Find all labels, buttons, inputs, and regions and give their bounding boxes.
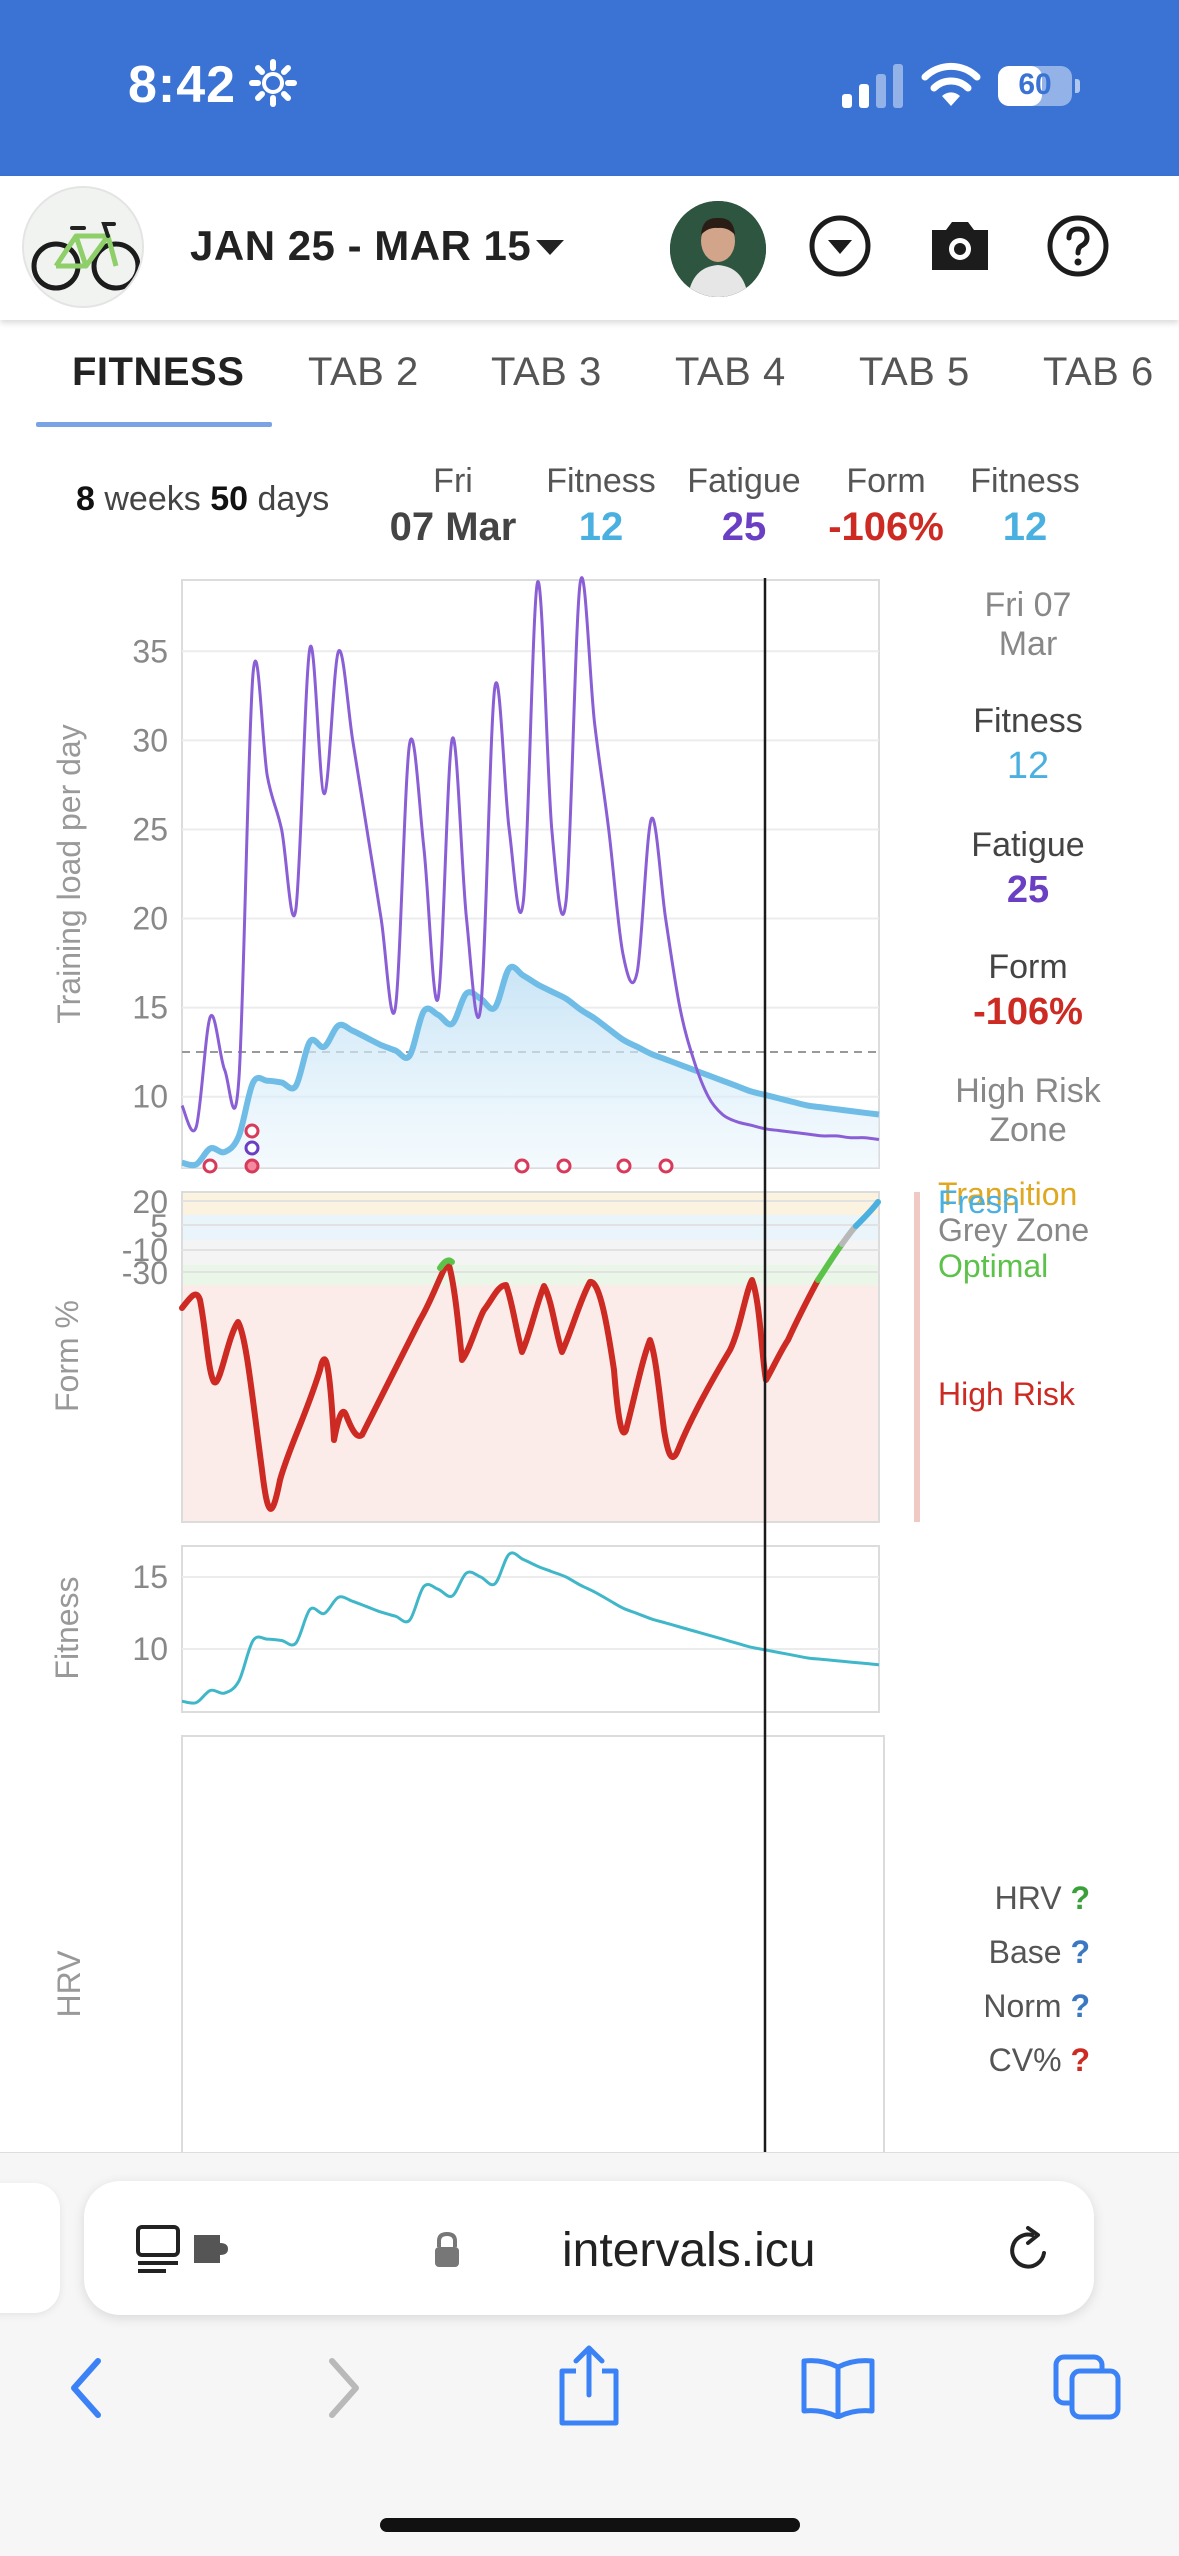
fitness-chart[interactable]: 10 15 20 25 30 35 Training load per day 20 5 … [0,560,1179,2152]
y-tick-label: 15 [132,990,168,1026]
summary-form: Form -106% [828,462,944,549]
zone-optimal-label: Optimal [938,1248,1049,1284]
home-indicator[interactable] [380,2518,800,2532]
url-text[interactable]: intervals.icu [562,2224,816,2277]
y-tick-label: 20 [132,901,168,937]
tab-2[interactable]: TAB 2 [308,350,419,394]
y-tick-label: 35 [132,633,168,669]
fitness-panel [181,1545,880,1713]
legend-risk-zone: High Risk Zone [955,1072,1101,1149]
form-optimal-segment [437,1257,455,1271]
hrv-panel [181,1735,885,2152]
gear-icon [249,59,297,107]
form-optimal-segment [815,1241,845,1283]
help-icon[interactable] [1044,212,1112,280]
fatigue-line [180,576,880,1141]
battery-icon: 60 [998,66,1080,106]
zone-high-risk-label: High Risk [938,1376,1075,1412]
svg-text:-30: -30 [122,1255,168,1291]
legend-cv: CV% ? [988,2042,1090,2078]
activity-marker[interactable] [616,1158,632,1174]
avatar[interactable] [670,201,766,297]
reload-icon[interactable] [1004,2225,1052,2275]
activity-marker[interactable] [556,1158,572,1174]
svg-text:-10: -10 [122,1232,168,1268]
hrv-axis-label: HRV [51,1950,87,2018]
fitness-area [182,966,879,1168]
y-tick-label: 30 [132,722,168,758]
cellular-signal-icon [842,64,903,108]
activity-marker[interactable] [244,1123,260,1139]
bicycle-icon [31,222,141,291]
browser-toolbar: intervals.icu [0,2152,1179,2556]
period-length: 8 weeks 50 days [76,480,330,518]
svg-text:20: 20 [132,1184,168,1220]
transition-zone [183,1193,878,1215]
previous-tab-peek[interactable] [0,2183,60,2313]
legend-form: Form -106% [973,948,1083,1033]
camera-icon[interactable] [926,212,994,280]
legend-hrv: HRV ? [994,1880,1090,1916]
legend-norm: Norm ? [983,1988,1090,2024]
wifi-icon [921,62,981,106]
fitness-axis-label: Fitness [49,1576,85,1679]
share-icon[interactable] [556,2343,622,2427]
address-bar[interactable]: intervals.icu [84,2181,1094,2315]
activity-marker[interactable] [202,1158,218,1174]
form-line [179,1259,821,1512]
legend-date: Fri 07 Mar [984,586,1072,663]
training-load-axis-label: Training load per day [51,724,87,1023]
zone-fresh-label: Fresh [938,1184,1020,1220]
activity-marker[interactable] [658,1158,674,1174]
tab-3[interactable]: TAB 3 [491,350,602,394]
tab-4[interactable]: TAB 4 [675,350,786,394]
optimal-zone [183,1265,878,1285]
legend-fatigue: Fatigue 25 [971,826,1085,911]
filter-dropdown-icon[interactable] [806,212,874,280]
app-header: JAN 25 - MAR 15 [0,176,1179,320]
tabs-icon[interactable] [1052,2353,1124,2421]
svg-text:10: 10 [132,1631,168,1667]
svg-text:15: 15 [132,1559,168,1595]
fresh-zone [183,1215,878,1240]
summary-fatigue: Fatigue 25 [687,462,801,549]
form-fresh-segment [853,1199,881,1229]
y-tick-label: 25 [132,811,168,847]
svg-text:5: 5 [150,1208,168,1244]
tab-bar: FITNESS TAB 2 TAB 3 TAB 4 TAB 5 TAB 6 [0,320,1179,430]
summary-fitness-2: Fitness 12 [970,462,1080,549]
back-icon[interactable] [62,2353,112,2423]
legend-base: Base ? [988,1934,1090,1970]
tab-5[interactable]: TAB 5 [859,350,970,394]
reader-extensions-icon[interactable] [136,2223,246,2275]
forward-icon[interactable] [318,2353,368,2423]
fitness-yticks: 15 10 [132,1559,168,1667]
status-bar: 8:42 60 [0,0,1179,176]
form-axis-label: Form % [49,1300,85,1412]
summary-row: 8 weeks 50 days Fri 07 Mar Fitness 12 Fa… [0,440,1179,570]
form-scale-bar [914,1192,920,1522]
activity-markers [202,1123,674,1174]
grey-zone [183,1240,878,1265]
tab-6[interactable]: TAB 6 [1043,350,1154,394]
zone-grey-label: Grey Zone [938,1212,1090,1248]
bookmarks-icon[interactable] [800,2355,876,2419]
active-tab-indicator [36,422,272,427]
form-yticks: 20 5 -10 -30 [122,1184,168,1291]
lock-icon [435,2231,459,2267]
summary-date: Fri 07 Mar [389,462,517,549]
date-range-selector[interactable]: JAN 25 - MAR 15 [190,222,532,269]
activity-marker[interactable] [244,1158,260,1174]
status-time: 8:42 [128,56,237,114]
chevron-down-icon[interactable] [536,240,564,255]
tab-fitness[interactable]: FITNESS [72,350,245,394]
activity-marker[interactable] [514,1158,530,1174]
summary-fitness: Fitness 12 [546,462,656,549]
activity-marker[interactable] [244,1140,260,1156]
legend-fitness: Fitness 12 [973,702,1083,787]
y-tick-label: 10 [132,1079,168,1115]
bike-logo[interactable] [22,186,144,308]
zone-transition-label: Transition [938,1176,1078,1212]
